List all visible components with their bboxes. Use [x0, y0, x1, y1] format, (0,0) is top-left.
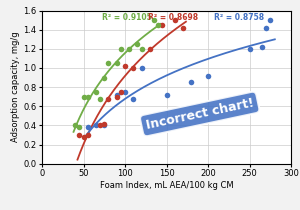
Point	[106, 97, 111, 100]
Text: R² = 0.8758: R² = 0.8758	[214, 13, 265, 22]
Point	[148, 47, 152, 51]
Point	[264, 26, 268, 29]
Point	[156, 23, 161, 26]
Point	[118, 47, 123, 51]
Point	[94, 124, 98, 127]
Point	[131, 66, 136, 70]
Point	[102, 76, 107, 79]
Point	[81, 135, 86, 139]
Point	[260, 45, 264, 49]
Point	[85, 95, 90, 98]
Point	[98, 124, 103, 127]
Point	[114, 93, 119, 96]
Point	[189, 81, 194, 84]
Point	[102, 124, 107, 127]
Y-axis label: Adsorption capacity, mg/g: Adsorption capacity, mg/g	[11, 32, 20, 142]
Point	[131, 97, 136, 100]
Point	[127, 47, 132, 51]
Point	[160, 23, 165, 26]
Point	[152, 18, 157, 22]
Point	[247, 47, 252, 51]
Point	[139, 66, 144, 70]
Text: R² = 0.8698: R² = 0.8698	[148, 13, 198, 22]
Point	[73, 124, 78, 127]
Point	[106, 62, 111, 65]
Text: Incorrect chart!: Incorrect chart!	[145, 96, 255, 132]
Point	[114, 95, 119, 98]
Point	[77, 126, 82, 129]
Point	[85, 133, 90, 137]
Point	[164, 93, 169, 96]
Point	[98, 97, 103, 100]
Point	[118, 90, 123, 94]
Point	[181, 26, 185, 29]
Point	[102, 122, 107, 125]
Point	[268, 18, 273, 22]
Point	[77, 133, 82, 137]
Point	[172, 18, 177, 22]
X-axis label: Foam Index, mL AEA/100 kg CM: Foam Index, mL AEA/100 kg CM	[100, 181, 233, 190]
Text: R² = 0.9105: R² = 0.9105	[102, 13, 152, 22]
Point	[135, 42, 140, 46]
Point	[85, 126, 90, 129]
Point	[81, 95, 86, 98]
Point	[114, 62, 119, 65]
Point	[139, 47, 144, 51]
Point	[206, 74, 210, 77]
Point	[94, 90, 98, 94]
Point	[123, 64, 128, 68]
Point	[123, 90, 128, 94]
